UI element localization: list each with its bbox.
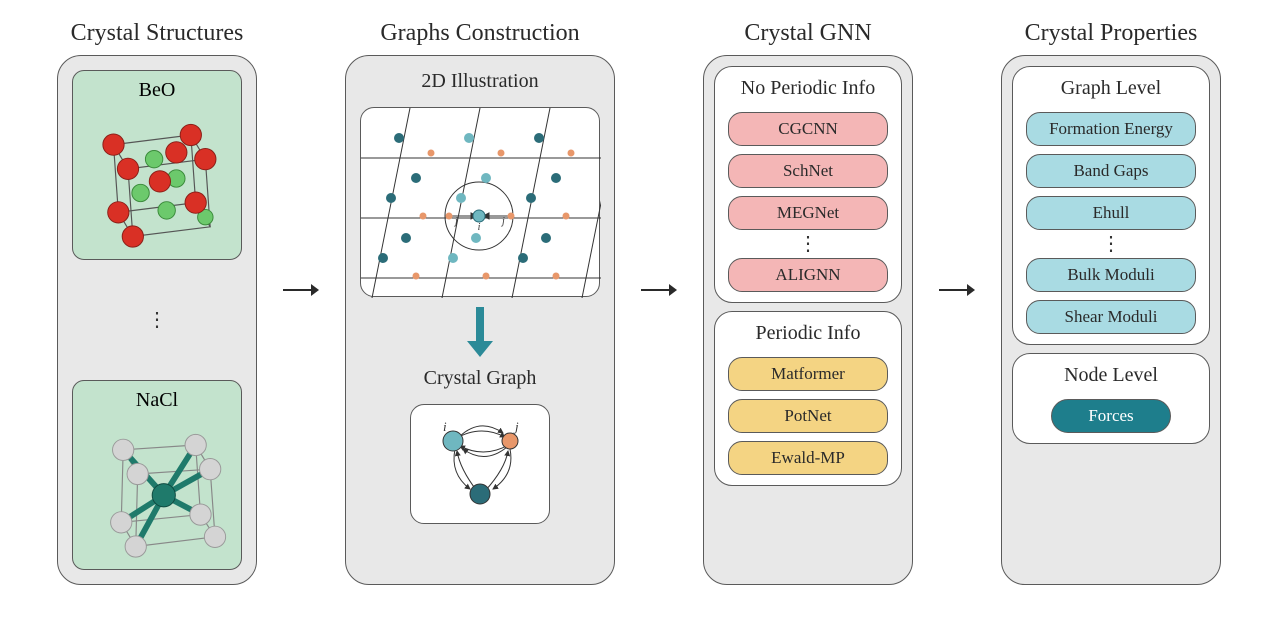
label-nacl: NaCl [136,389,178,412]
pill-forces: Forces [1051,399,1171,433]
struct-beo: BeO [72,70,242,260]
pill-matformer: Matformer [728,357,888,391]
panel-gnn: No Periodic Info CGCNN SchNet MEGNet ⋮ A… [703,55,913,585]
label-no-periodic: No Periodic Info [741,77,875,100]
arrow-right-icon [639,270,679,310]
pill-ehull: Ehull [1026,196,1196,230]
pill-alignn: ALIGNN [728,258,888,292]
beo-illustration [82,106,232,251]
arrow-2 [639,20,679,560]
struct-nacl: NaCl [72,380,242,570]
panel-properties: Graph Level Formation Energy Band Gaps E… [1001,55,1221,585]
col-gnn: Crystal GNN No Periodic Info CGCNN SchNe… [703,20,913,585]
panel-graphs: 2D Illustration [345,55,615,585]
label-beo: BeO [139,79,176,102]
arrow-3 [937,20,977,560]
pill-shear-moduli: Shear Moduli [1026,300,1196,334]
illustration-2d: j j i [360,107,600,297]
svg-text:i: i [478,222,481,233]
title-properties: Crystal Properties [1025,20,1198,47]
col-structures: Crystal Structures BeO [57,20,257,585]
pill-ewald-mp: Ewald-MP [728,441,888,475]
svg-text:j: j [513,419,519,434]
panel-structures: BeO [57,55,257,585]
label-periodic: Periodic Info [756,322,861,345]
periodic-lattice-svg: j j i [361,108,601,298]
title-gnn: Crystal GNN [744,20,871,47]
title-graphs: Graphs Construction [380,20,579,47]
pill-cgcnn: CGCNN [728,112,888,146]
pill-band-gaps: Band Gaps [1026,154,1196,188]
pill-megnet: MEGNet [728,196,888,230]
pill-formation-energy: Formation Energy [1026,112,1196,146]
col-properties: Crystal Properties Graph Level Formation… [1001,20,1221,585]
crystal-graph-svg: i j [415,409,545,519]
crystal-graph-box: i j [410,404,550,524]
pill-potnet: PotNet [728,399,888,433]
label-graph-level: Graph Level [1061,77,1162,100]
subpanel-node-level: Node Level Forces [1012,353,1210,444]
arrow-right-icon [281,270,321,310]
label-crystal-graph: Crystal Graph [424,367,537,390]
subpanel-no-periodic: No Periodic Info CGCNN SchNet MEGNet ⋮ A… [714,66,902,303]
pill-schnet: SchNet [728,154,888,188]
title-structures: Crystal Structures [71,20,244,47]
vdots-structures: ⋮ [147,314,167,326]
arrow-1 [281,20,321,560]
arrow-right-icon [937,270,977,310]
vdots-properties: ⋮ [1101,238,1121,250]
vdots-gnn: ⋮ [798,238,818,250]
subpanel-periodic: Periodic Info Matformer PotNet Ewald-MP [714,311,902,486]
pill-bulk-moduli: Bulk Moduli [1026,258,1196,292]
label-node-level: Node Level [1064,364,1158,387]
down-arrow-icon [465,307,495,357]
svg-text:i: i [443,419,447,434]
subpanel-graph-level: Graph Level Formation Energy Band Gaps E… [1012,66,1210,345]
col-graphs: Graphs Construction 2D Illustration [345,20,615,585]
label-2d-illustration: 2D Illustration [421,70,538,93]
nacl-illustration [82,416,232,561]
